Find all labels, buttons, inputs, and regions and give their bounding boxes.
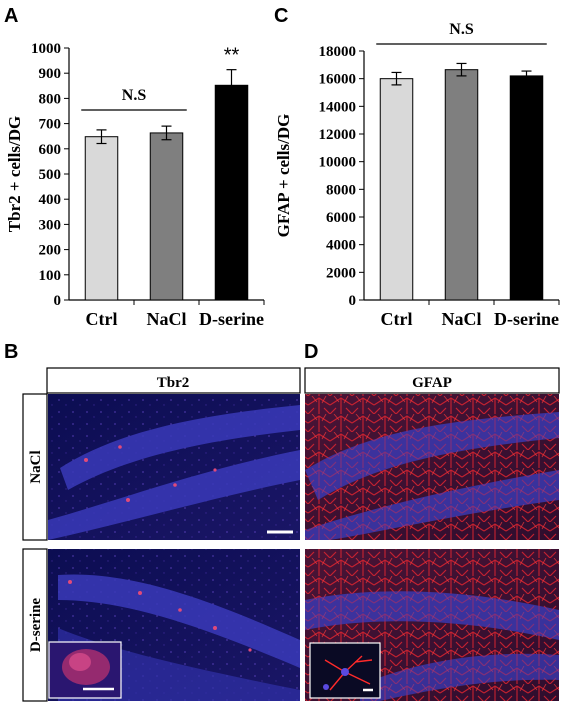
chart-tbr2-cells: 0 100 200 300 400 500 600 700 800 900 1000 Tbr2 + c… — [5, 41, 265, 329]
y-tick-label: 2000 — [326, 265, 356, 281]
x-tick-label: Ctrl — [381, 309, 413, 329]
y-tick-label: 8000 — [326, 182, 356, 198]
tbr2-dserine-image — [48, 549, 300, 701]
y-tick-label: 100 — [39, 268, 62, 284]
bar — [84, 136, 119, 301]
y-tick-label: 0 — [349, 293, 357, 309]
panel-letter-b: B — [4, 341, 18, 363]
bar — [214, 84, 249, 301]
y-tick-label: 400 — [39, 192, 62, 208]
y-tick-label: 300 — [39, 217, 62, 233]
x-tick-label: NaCl — [442, 309, 482, 329]
bar — [509, 75, 544, 301]
y-axis-label: Tbr2 + cells/DG — [5, 116, 24, 232]
row-label-box-nacl — [22, 393, 48, 541]
row-label-box-dserine — [22, 548, 48, 702]
tbr2-header-box — [46, 367, 301, 394]
y-tick-label: 500 — [39, 167, 62, 183]
chart-gfap-cells: 0 2000 4000 6000 8000 10000 12000 14000 16000 180… — [274, 21, 560, 329]
y-tick-label: 14000 — [319, 99, 357, 115]
x-tick-label: D-serine — [199, 309, 264, 329]
y-tick-label: 200 — [39, 243, 62, 259]
row-label-nacl: NaCl — [28, 450, 44, 483]
y-tick-label: 600 — [39, 142, 62, 158]
y-tick-label: 700 — [39, 117, 62, 133]
y-tick-label: 10000 — [319, 155, 357, 171]
y-tick-label: 800 — [39, 91, 62, 107]
y-tick-label: 900 — [39, 66, 62, 82]
gfap-dserine-image — [305, 549, 559, 701]
significance-label: N.S — [122, 87, 147, 104]
significance-label: N.S — [449, 21, 474, 38]
panel-b-micrographs: Tbr2 NaCl D-serine — [22, 367, 301, 702]
y-tick-label: 1000 — [31, 41, 61, 57]
bar — [149, 132, 184, 301]
tbr2-nacl-image — [48, 394, 300, 540]
x-tick-label: NaCl — [147, 309, 187, 329]
bar — [379, 78, 414, 301]
y-tick-label: 4000 — [326, 238, 356, 254]
x-tick-label: Ctrl — [86, 309, 118, 329]
y-tick-label: 18000 — [319, 44, 357, 60]
panel-letter-d: D — [304, 341, 318, 363]
y-tick-label: 0 — [54, 293, 62, 309]
panel-letter-c: C — [274, 5, 288, 27]
y-tick-label: 16000 — [319, 72, 357, 88]
significance-stars: ** — [224, 45, 240, 67]
y-tick-label: 6000 — [326, 210, 356, 226]
y-tick-label: 12000 — [319, 127, 357, 143]
panel-letter-a: A — [4, 5, 18, 27]
row-label-dserine: D-serine — [28, 598, 44, 652]
x-tick-label: D-serine — [494, 309, 559, 329]
tbr2-header-label: Tbr2 — [157, 375, 190, 391]
gfap-header-box — [304, 367, 560, 394]
gfap-nacl-image — [305, 394, 559, 540]
bar — [444, 69, 479, 301]
y-axis-label: GFAP + cells/DG — [274, 114, 293, 238]
panel-d-micrographs: GFAP — [304, 367, 560, 701]
gfap-header-label: GFAP — [412, 375, 452, 391]
